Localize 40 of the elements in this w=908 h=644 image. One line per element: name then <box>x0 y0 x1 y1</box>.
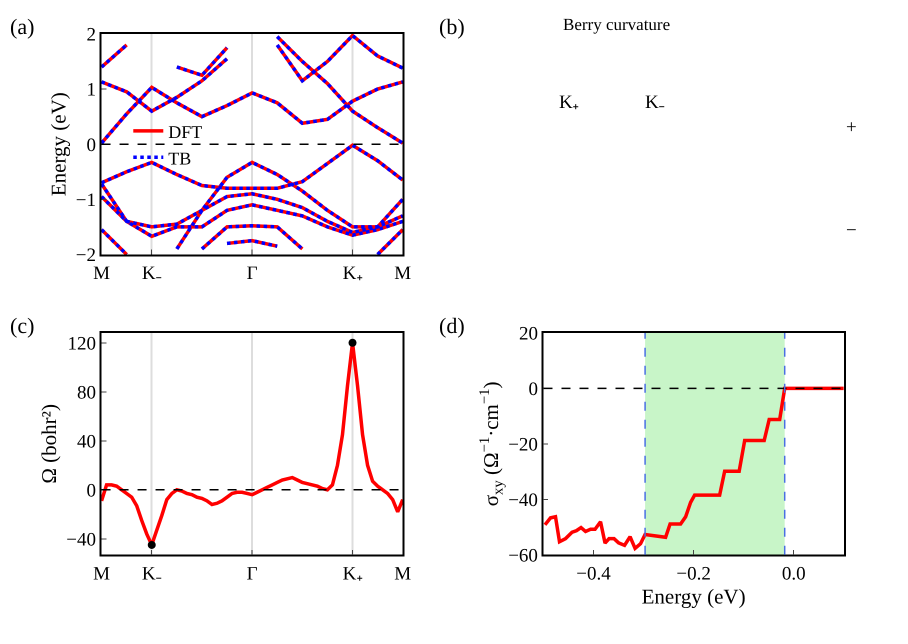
x-tick-label: K₊ <box>342 263 362 284</box>
legend-label: DFT <box>168 122 202 142</box>
chart-title: (d) <box>439 313 465 338</box>
legend-label: TB <box>168 148 192 168</box>
x-tick-label: M <box>394 263 412 284</box>
text: Berry curvature <box>563 15 670 34</box>
y-tick-label: −20 <box>508 434 538 456</box>
text: K₋ <box>645 92 665 113</box>
text: + <box>846 117 857 138</box>
x-axis-title: Energy (eV) <box>642 584 746 608</box>
chart-title: (c) <box>10 313 34 338</box>
y-tick-label: −60 <box>508 545 538 566</box>
x-tick-label: K₋ <box>142 263 162 284</box>
y-tick-label: −1 <box>76 190 96 211</box>
x-tick-label: Γ <box>246 263 258 284</box>
chart-title: (a) <box>10 14 34 39</box>
y-tick-label: 1 <box>86 80 96 101</box>
y-tick-label: 20 <box>518 324 538 345</box>
x-tick-label: −0.2 <box>676 563 711 584</box>
x-tick-label: 0.0 <box>782 563 806 584</box>
x-tick-label: Γ <box>246 563 258 584</box>
x-tick-label: M <box>394 563 412 584</box>
y-tick-label: 120 <box>68 333 96 354</box>
text: − <box>846 220 857 241</box>
x-tick-label: K₊ <box>342 563 362 584</box>
x-tick-label: M <box>93 563 110 584</box>
x-tick-label: −0.4 <box>576 563 612 584</box>
y-tick-label: −40 <box>66 529 96 550</box>
text: (b) <box>439 14 465 39</box>
x-tick-label: K₋ <box>142 563 162 584</box>
y-tick-label: 80 <box>77 382 96 404</box>
y-tick-label: 0 <box>86 134 96 156</box>
y-axis-title: Ω (bohr²) <box>36 404 61 484</box>
y-axis-title: Energy (eV) <box>46 92 70 196</box>
text: K₊ <box>559 92 579 113</box>
y-tick-label: 2 <box>86 24 96 46</box>
y-tick-label: 40 <box>77 431 96 452</box>
y-tick-label: 0 <box>86 480 96 502</box>
y-tick-label: 0 <box>528 379 538 400</box>
y-tick-label: −40 <box>508 490 538 511</box>
